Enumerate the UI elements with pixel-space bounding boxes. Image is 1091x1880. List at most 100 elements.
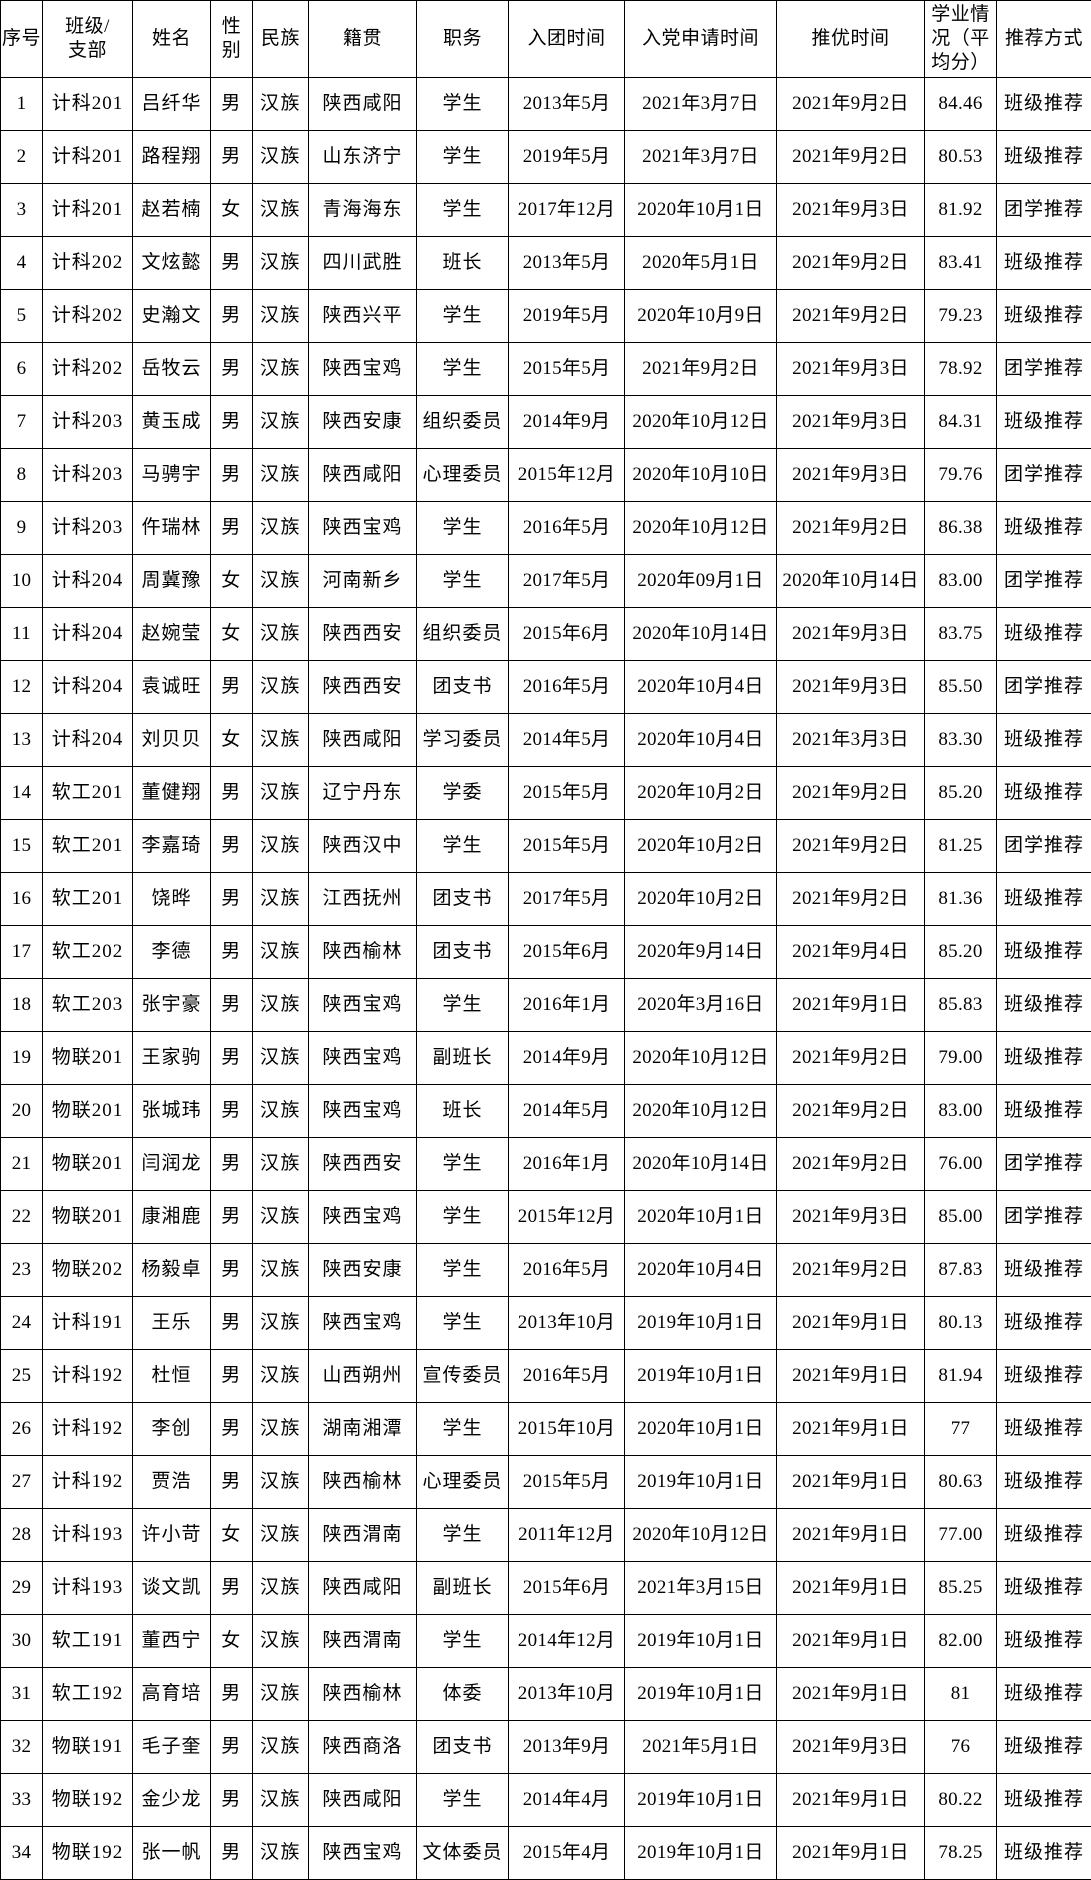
cell-promo: 2021年9月4日 xyxy=(777,926,925,979)
cell-class: 计科193 xyxy=(43,1509,133,1562)
cell-ethnic: 汉族 xyxy=(253,608,309,661)
cell-promo: 2021年9月2日 xyxy=(777,873,925,926)
column-header-league: 入团时间 xyxy=(509,1,625,78)
cell-method: 团学推荐 xyxy=(997,184,1091,237)
cell-duty: 学习委员 xyxy=(417,714,509,767)
cell-origin: 陕西咸阳 xyxy=(309,1562,417,1615)
cell-league: 2014年9月 xyxy=(509,396,625,449)
cell-apply: 2020年10月1日 xyxy=(625,184,777,237)
column-header-score: 学业情况（平均分） xyxy=(925,1,997,78)
cell-method: 班级推荐 xyxy=(997,1774,1091,1827)
cell-league: 2015年6月 xyxy=(509,608,625,661)
cell-index: 33 xyxy=(1,1774,43,1827)
cell-score: 78.25 xyxy=(925,1827,997,1880)
cell-method: 团学推荐 xyxy=(997,820,1091,873)
cell-class: 计科204 xyxy=(43,555,133,608)
column-header-apply: 入党申请时间 xyxy=(625,1,777,78)
cell-name: 史瀚文 xyxy=(133,290,211,343)
cell-origin: 湖南湘潭 xyxy=(309,1403,417,1456)
cell-class: 计科201 xyxy=(43,78,133,131)
cell-league: 2017年5月 xyxy=(509,555,625,608)
cell-duty: 学生 xyxy=(417,1138,509,1191)
cell-ethnic: 汉族 xyxy=(253,1244,309,1297)
cell-origin: 陕西宝鸡 xyxy=(309,1032,417,1085)
cell-league: 2011年12月 xyxy=(509,1509,625,1562)
cell-class: 物联201 xyxy=(43,1085,133,1138)
cell-promo: 2021年9月3日 xyxy=(777,184,925,237)
cell-score: 83.00 xyxy=(925,555,997,608)
cell-promo: 2021年9月1日 xyxy=(777,1456,925,1509)
cell-method: 班级推荐 xyxy=(997,608,1091,661)
cell-ethnic: 汉族 xyxy=(253,78,309,131)
column-header-ethnic: 民族 xyxy=(253,1,309,78)
cell-score: 81 xyxy=(925,1668,997,1721)
cell-name: 马骋宇 xyxy=(133,449,211,502)
cell-method: 团学推荐 xyxy=(997,1191,1091,1244)
cell-duty: 班长 xyxy=(417,1085,509,1138)
cell-league: 2016年5月 xyxy=(509,1244,625,1297)
cell-score: 86.38 xyxy=(925,502,997,555)
cell-class: 计科192 xyxy=(43,1456,133,1509)
cell-league: 2016年1月 xyxy=(509,1138,625,1191)
cell-method: 班级推荐 xyxy=(997,396,1091,449)
cell-league: 2015年10月 xyxy=(509,1403,625,1456)
cell-ethnic: 汉族 xyxy=(253,1509,309,1562)
cell-ethnic: 汉族 xyxy=(253,1668,309,1721)
cell-method: 班级推荐 xyxy=(997,78,1091,131)
cell-origin: 河南新乡 xyxy=(309,555,417,608)
cell-score: 83.30 xyxy=(925,714,997,767)
cell-gender: 男 xyxy=(211,449,253,502)
cell-name: 吕纤华 xyxy=(133,78,211,131)
cell-duty: 学生 xyxy=(417,1403,509,1456)
cell-index: 26 xyxy=(1,1403,43,1456)
cell-promo: 2021年9月2日 xyxy=(777,502,925,555)
cell-name: 饶晔 xyxy=(133,873,211,926)
cell-apply: 2020年10月1日 xyxy=(625,1403,777,1456)
cell-name: 贾浩 xyxy=(133,1456,211,1509)
cell-duty: 学生 xyxy=(417,290,509,343)
cell-score: 85.25 xyxy=(925,1562,997,1615)
cell-score: 81.36 xyxy=(925,873,997,926)
cell-ethnic: 汉族 xyxy=(253,184,309,237)
cell-duty: 团支书 xyxy=(417,661,509,714)
cell-duty: 心理委员 xyxy=(417,449,509,502)
cell-league: 2017年12月 xyxy=(509,184,625,237)
cell-class: 计科201 xyxy=(43,184,133,237)
cell-duty: 心理委员 xyxy=(417,1456,509,1509)
cell-league: 2013年9月 xyxy=(509,1721,625,1774)
cell-duty: 宣传委员 xyxy=(417,1350,509,1403)
cell-origin: 陕西咸阳 xyxy=(309,449,417,502)
cell-class: 物联192 xyxy=(43,1827,133,1880)
cell-class: 计科204 xyxy=(43,661,133,714)
cell-league: 2013年10月 xyxy=(509,1668,625,1721)
cell-ethnic: 汉族 xyxy=(253,502,309,555)
cell-method: 班级推荐 xyxy=(997,1827,1091,1880)
cell-index: 11 xyxy=(1,608,43,661)
cell-method: 班级推荐 xyxy=(997,1456,1091,1509)
cell-origin: 江西抚州 xyxy=(309,873,417,926)
cell-promo: 2021年9月1日 xyxy=(777,1403,925,1456)
cell-method: 班级推荐 xyxy=(997,767,1091,820)
cell-apply: 2020年10月2日 xyxy=(625,767,777,820)
cell-class: 计科202 xyxy=(43,343,133,396)
cell-league: 2015年5月 xyxy=(509,820,625,873)
cell-origin: 陕西渭南 xyxy=(309,1615,417,1668)
cell-score: 77.00 xyxy=(925,1509,997,1562)
cell-ethnic: 汉族 xyxy=(253,1615,309,1668)
cell-gender: 男 xyxy=(211,396,253,449)
cell-apply: 2020年10月10日 xyxy=(625,449,777,502)
cell-gender: 女 xyxy=(211,608,253,661)
table-header: 序号班级/支部姓名性别民族籍贯职务入团时间入党申请时间推优时间学业情况（平均分）… xyxy=(1,1,1091,78)
cell-index: 5 xyxy=(1,290,43,343)
cell-index: 17 xyxy=(1,926,43,979)
cell-name: 张宇豪 xyxy=(133,979,211,1032)
column-header-index: 序号 xyxy=(1,1,43,78)
cell-score: 85.83 xyxy=(925,979,997,1032)
